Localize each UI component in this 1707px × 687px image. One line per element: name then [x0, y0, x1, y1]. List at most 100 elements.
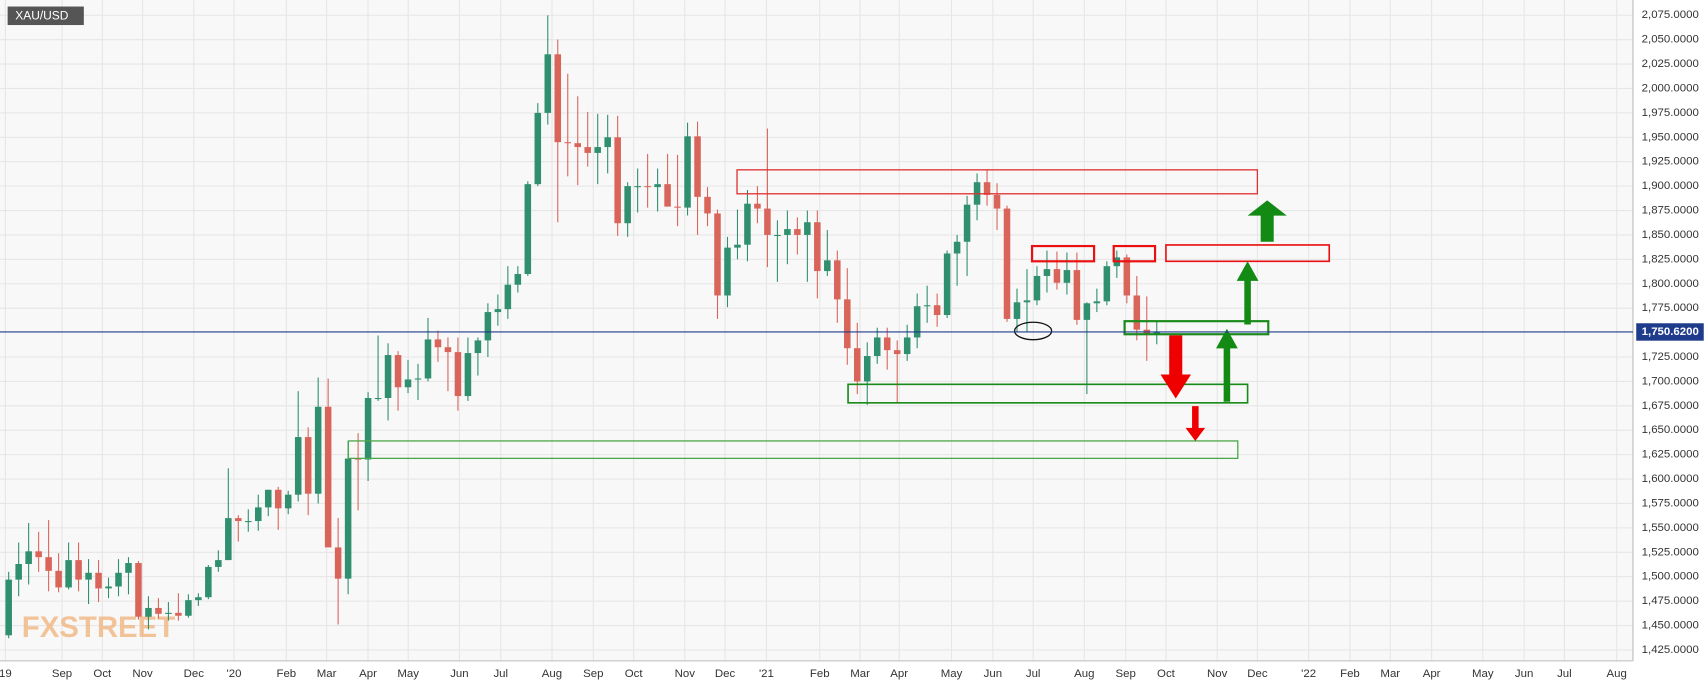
x-tick-label: Dec — [184, 668, 205, 680]
candle-body — [464, 353, 472, 397]
y-tick-label: 1,600.0000 — [1642, 473, 1699, 485]
candle-body — [714, 213, 721, 296]
x-tick-label: Mar — [317, 668, 337, 680]
candle-body — [274, 489, 282, 509]
candle-body — [284, 494, 292, 509]
y-tick-label: 1,450.0000 — [1642, 620, 1699, 632]
candle-body — [883, 337, 891, 351]
down-arrow — [1160, 335, 1191, 399]
x-tick-label: Sep — [1116, 668, 1136, 680]
candle-body — [923, 305, 931, 307]
grid — [0, 0, 1633, 661]
y-tick-label: 1,950.0000 — [1642, 131, 1699, 143]
candle-body — [824, 260, 831, 272]
candle-body — [55, 570, 62, 588]
candle-body — [1043, 269, 1051, 276]
candle-body — [893, 350, 901, 355]
candle-body — [634, 186, 641, 188]
y-tick-label: 1,975.0000 — [1642, 107, 1699, 119]
candle-body — [804, 222, 811, 235]
candle-body — [784, 229, 791, 235]
candle-body — [314, 406, 322, 494]
x-tick-label: Mar — [850, 668, 870, 680]
candle-body — [125, 563, 132, 573]
candle-body — [854, 348, 861, 382]
y-tick-label: 1,925.0000 — [1642, 156, 1699, 168]
x-tick-label: May — [1472, 668, 1494, 680]
x-tick-label: Jun — [450, 668, 468, 680]
y-tick-label: 2,075.0000 — [1642, 9, 1699, 21]
candle-body — [175, 612, 182, 616]
candle-body — [1013, 302, 1021, 319]
x-tick-label: Apr — [359, 668, 377, 680]
support-box — [1123, 320, 1270, 336]
candle-body — [35, 551, 42, 558]
support-box — [847, 383, 1249, 404]
candle-body — [85, 572, 92, 580]
candle-body — [504, 284, 512, 310]
candle-body — [255, 507, 262, 522]
resistance-box — [1030, 244, 1096, 263]
down-arrow — [1185, 406, 1206, 441]
candle-body — [614, 137, 621, 224]
candle-body — [414, 378, 422, 380]
candle-body — [1093, 301, 1101, 304]
candle-body — [1123, 257, 1131, 296]
candle-body — [264, 489, 272, 508]
circle-marker — [1013, 321, 1053, 341]
plot-area — [0, 0, 1633, 661]
x-tick-label: Oct — [93, 668, 112, 680]
candle-body — [135, 563, 142, 617]
y-tick-label: 1,850.0000 — [1642, 229, 1699, 241]
candle-body — [983, 182, 991, 195]
y-tick-label: 1,425.0000 — [1642, 644, 1699, 656]
chart-title: XAU/USD — [15, 8, 69, 22]
candle-body — [374, 398, 382, 400]
candle-body — [1003, 208, 1011, 319]
x-tick-label: May — [397, 668, 419, 680]
y-tick-label: 1,625.0000 — [1642, 449, 1699, 461]
x-tick-label: '21 — [759, 668, 774, 680]
y-tick-label: 2,050.0000 — [1642, 34, 1699, 46]
candle-body — [494, 309, 502, 313]
candle-body — [344, 458, 352, 579]
candle-body — [844, 299, 851, 349]
x-tick-label: Nov — [675, 668, 696, 680]
up-arrow — [1236, 261, 1259, 325]
candle-body — [684, 136, 691, 208]
y-tick-label: 1,725.0000 — [1642, 351, 1699, 363]
y-tick-label: 1,525.0000 — [1642, 546, 1699, 558]
price-axis — [1632, 0, 1707, 687]
x-tick-label: Feb — [1340, 668, 1360, 680]
candle-body — [434, 339, 442, 348]
candle-body — [863, 356, 871, 382]
x-tick-label: Aug — [542, 668, 562, 680]
y-tick-label: 1,775.0000 — [1642, 302, 1699, 314]
x-tick-label: Jun — [1515, 668, 1533, 680]
candle-body — [404, 379, 412, 388]
up-arrow — [1216, 328, 1238, 402]
x-tick-label: Nov — [1207, 668, 1228, 680]
candle-body — [604, 137, 611, 148]
x-tick-label: Oct — [1157, 668, 1176, 680]
x-tick-label: Nov — [132, 668, 153, 680]
candle-body — [963, 204, 971, 242]
x-tick-label: 19 — [0, 668, 12, 680]
candle-body — [933, 305, 941, 316]
candle-body — [394, 355, 402, 388]
candle-body — [215, 560, 222, 567]
candle-body — [694, 136, 701, 197]
candle-body — [185, 600, 192, 616]
x-tick-label: Dec — [715, 668, 736, 680]
candle-body — [704, 196, 711, 214]
candle-body — [5, 579, 12, 636]
candle-body — [444, 347, 452, 353]
candle-body — [534, 112, 542, 185]
candle-body — [1073, 270, 1081, 320]
candle-body — [814, 222, 821, 272]
candle-body — [115, 572, 122, 587]
up-arrow — [1247, 200, 1287, 242]
candle-body — [245, 521, 252, 523]
candle-body — [304, 437, 312, 494]
candle-body — [424, 339, 432, 379]
